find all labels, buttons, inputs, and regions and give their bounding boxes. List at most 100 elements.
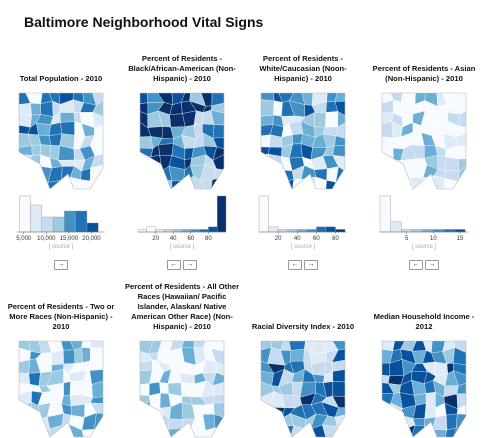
map-cell xyxy=(444,178,459,189)
panel-title: Percent of Residents - Asian (Non-Hispan… xyxy=(372,64,476,83)
map-cell xyxy=(148,392,161,409)
map-cell xyxy=(183,175,194,189)
map-cell xyxy=(58,159,75,167)
map-cell xyxy=(212,153,224,171)
x-tick-label: 40 xyxy=(294,236,301,242)
map-cell xyxy=(390,178,404,189)
map-cell xyxy=(288,341,306,351)
map-cell xyxy=(458,110,466,128)
map-cell xyxy=(334,135,345,146)
map-cell xyxy=(92,99,103,118)
histogram-bar xyxy=(325,226,336,233)
map-cell xyxy=(314,176,327,189)
panel: Percent of Residents - Black/African-Ame… xyxy=(123,34,241,271)
map-cell xyxy=(261,99,275,117)
map-cell xyxy=(268,153,284,171)
map-cell xyxy=(171,180,185,189)
map-cell xyxy=(261,124,274,137)
nav-button[interactable]: → xyxy=(54,260,68,270)
histogram-bar xyxy=(216,195,227,233)
map-cell xyxy=(332,154,345,173)
map-cell xyxy=(79,102,97,113)
map-cell xyxy=(445,156,460,172)
map-cell xyxy=(199,179,213,189)
x-tick-label: 20 xyxy=(152,236,159,242)
map-cell xyxy=(59,133,75,150)
map-cell xyxy=(61,403,72,416)
map-cell xyxy=(431,104,449,113)
map-cell xyxy=(173,135,186,149)
map-cell xyxy=(457,158,466,172)
map-cell xyxy=(89,143,103,157)
map-cell xyxy=(269,391,285,409)
map-cell xyxy=(35,181,49,189)
map xyxy=(18,340,104,438)
map-cell xyxy=(331,359,345,372)
map-cell xyxy=(334,100,345,117)
source-link[interactable]: [ source ] xyxy=(169,244,195,250)
histogram-bar xyxy=(316,226,327,233)
map-cell xyxy=(89,360,103,371)
nav-button[interactable]: → xyxy=(304,260,318,270)
map-cell xyxy=(29,351,43,360)
map-cell xyxy=(282,394,296,409)
map-cell xyxy=(28,341,42,354)
map-cell xyxy=(93,124,103,136)
map-cell xyxy=(278,381,294,396)
histogram-bar xyxy=(190,229,200,233)
nav-button[interactable]: → xyxy=(425,260,439,270)
map-cell xyxy=(213,402,224,419)
histogram-bar xyxy=(52,216,65,233)
source-link[interactable]: [ source ] xyxy=(290,244,316,250)
map-cell xyxy=(331,341,345,351)
map-cell xyxy=(300,120,316,138)
histogram-bar xyxy=(379,195,391,233)
map-cell xyxy=(63,381,71,396)
source-link[interactable]: [ source ] xyxy=(411,244,437,250)
map-cell xyxy=(147,428,162,437)
map-cell xyxy=(190,154,207,166)
map-cell xyxy=(19,372,31,385)
map-cell xyxy=(28,372,41,387)
map-cell xyxy=(184,158,192,171)
map-cell xyxy=(267,347,286,366)
nav-button[interactable]: ← xyxy=(167,260,181,270)
map-outline xyxy=(381,92,467,190)
map-cell xyxy=(181,100,197,114)
map xyxy=(381,92,467,190)
map-cell xyxy=(194,372,207,385)
map-cell xyxy=(212,372,224,387)
map-cell xyxy=(325,101,339,113)
map-cell xyxy=(49,145,61,161)
map-cell xyxy=(382,160,394,170)
map-cell xyxy=(169,101,183,116)
histogram: 5,000 10,000 15,000 20,000 xyxy=(16,195,105,242)
histogram-bar xyxy=(258,195,269,233)
map-cell xyxy=(261,93,275,102)
map-cell xyxy=(63,349,76,365)
map-cell xyxy=(382,428,396,437)
map-cell xyxy=(311,360,327,376)
map-cells xyxy=(261,93,345,189)
map-cell xyxy=(73,112,82,124)
histogram-bar xyxy=(268,226,279,233)
map-cell xyxy=(40,100,54,117)
x-tick-label: 10 xyxy=(430,236,437,242)
nav-button[interactable]: → xyxy=(183,260,197,270)
source-link[interactable]: [ source ] xyxy=(48,244,74,250)
map-cell xyxy=(332,381,345,397)
map-cell xyxy=(442,341,455,353)
histogram-bar xyxy=(164,229,174,233)
map-cell xyxy=(190,175,207,189)
map-cell xyxy=(454,427,466,437)
nav-button[interactable]: ← xyxy=(409,260,423,270)
map-cells xyxy=(140,341,224,437)
panel-title: Total Population - 2010 xyxy=(19,74,103,83)
histogram-bar xyxy=(41,216,54,233)
map-cell xyxy=(202,123,215,139)
buttons: ← → xyxy=(123,253,241,271)
map xyxy=(139,340,225,438)
map-cell xyxy=(19,154,33,167)
map-cell xyxy=(140,369,153,385)
nav-button[interactable]: ← xyxy=(288,260,302,270)
